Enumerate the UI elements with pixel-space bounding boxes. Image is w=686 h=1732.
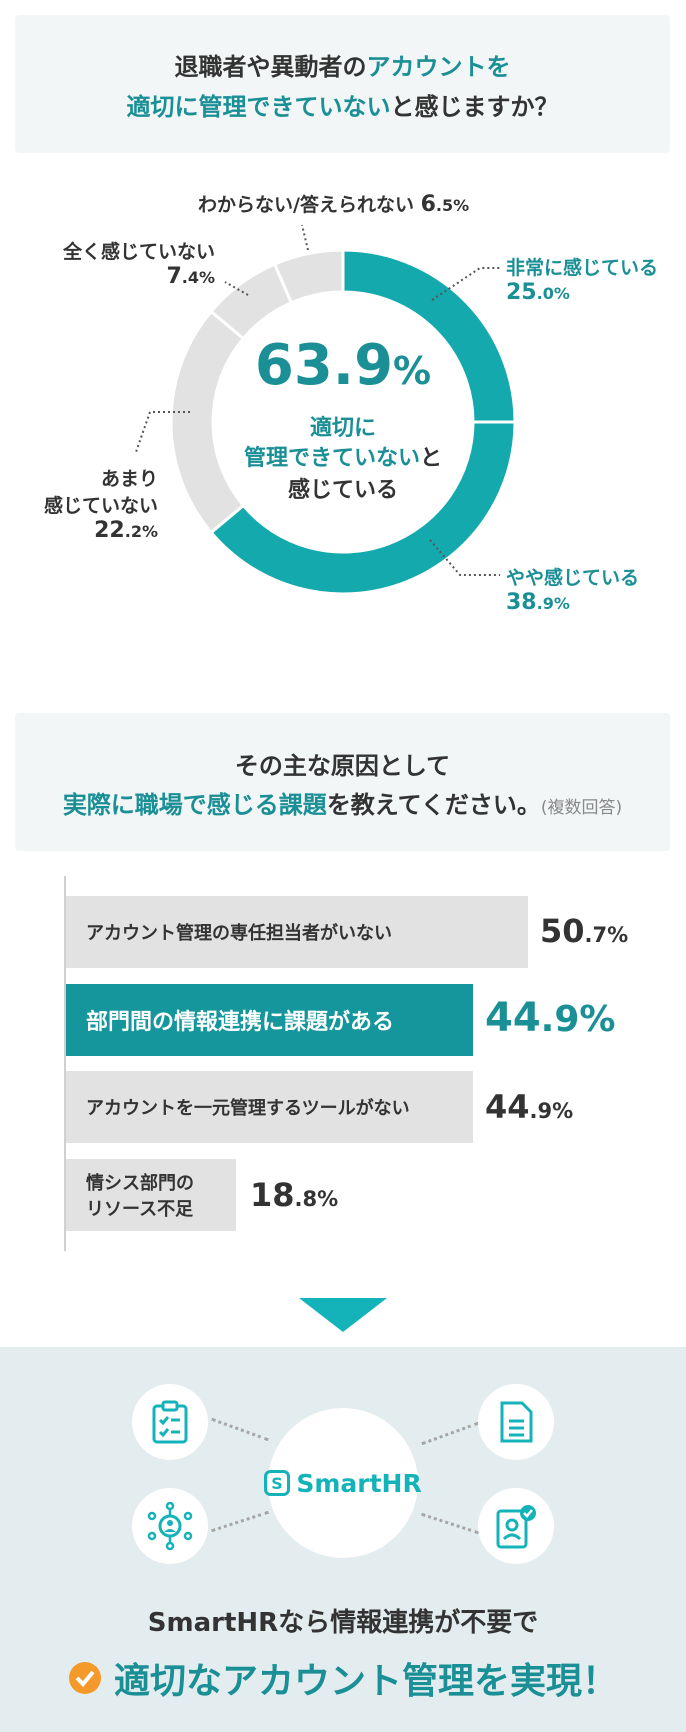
smarthr-logo-circle: S SmartHR (264, 1408, 422, 1558)
question-1-line1: 退職者や異動者のアカウントを (174, 53, 511, 81)
leader-line (429, 539, 500, 576)
bar-2-label: 部門間の情報連携に課題がある (86, 1010, 395, 1035)
bar-2-value: 44.9% (485, 995, 616, 1041)
question-1-line2: 適切に管理できていないと感じますか？ (126, 93, 559, 121)
bar-1: アカウント管理の専任担当者がいない (66, 896, 528, 968)
donut-center-line3: 感じている (287, 478, 398, 503)
donut-slice-unknown (272, 248, 345, 305)
leader-line (431, 267, 500, 301)
donut-center-line1: 適切に (309, 416, 376, 441)
label-not-much: あまり 感じていない 22.2% (43, 468, 158, 543)
solution-line1: SmartHRなら情報連携が不要で (147, 1608, 539, 1638)
svg-text:S: S (272, 1474, 284, 1493)
label-not-at-all: 全く感じていない 7.4% (62, 241, 215, 289)
donut-center-line2: 管理できていないと (243, 446, 443, 471)
id-card-check-icon (478, 1488, 554, 1564)
question-2-box: その主な原因として 実際に職場で感じる課題を教えてください。(複数回答) (15, 713, 670, 851)
donut-chart (135, 224, 517, 596)
question-2-line1: その主な原因として (234, 752, 451, 780)
bar-4-label-1: 情シス部門の (86, 1173, 194, 1194)
bar-3-value: 44.9% (485, 1088, 574, 1126)
label-very: 非常に感じている 25.0% (506, 257, 659, 305)
smarthr-logo: S SmartHR (264, 1469, 422, 1498)
check-circle-icon (68, 1662, 101, 1694)
bar-4-label-2: リソース不足 (86, 1199, 194, 1220)
bar-3: アカウントを一元管理するツールがない (66, 1071, 473, 1143)
question-1-box: 退職者や異動者のアカウントを 適切に管理できていないと感じますか？ (15, 15, 670, 153)
donut-center-value: 63.9% (254, 333, 432, 398)
bar-4: 情シス部門の リソース不足 (66, 1159, 236, 1231)
bar-2: 部門間の情報連携に課題がある (66, 984, 473, 1056)
label-unknown: わからない/答えられない 6.5% (198, 192, 470, 217)
bar-1-value: 50.7% (540, 912, 629, 950)
label-some: やや感じている 38.9% (506, 567, 640, 615)
down-arrow-icon (299, 1298, 387, 1332)
donut-slice-some (209, 420, 517, 596)
network-user-icon (132, 1488, 208, 1564)
leader-line (135, 411, 190, 453)
question-2-line2: 実際に職場で感じる課題を教えてください。(複数回答) (62, 791, 623, 819)
solution-line2: 適切なアカウント管理を実現！ (0, 1652, 686, 1704)
bar-1-label: アカウント管理の専任担当者がいない (86, 923, 392, 944)
bar-chart-axis (64, 876, 66, 1251)
clipboard-check-icon (132, 1384, 208, 1460)
bar-3-label: アカウントを一元管理するツールがない (86, 1098, 410, 1119)
document-icon (478, 1384, 554, 1460)
bar-4-value: 18.8% (250, 1176, 339, 1214)
leader-line (301, 224, 309, 251)
